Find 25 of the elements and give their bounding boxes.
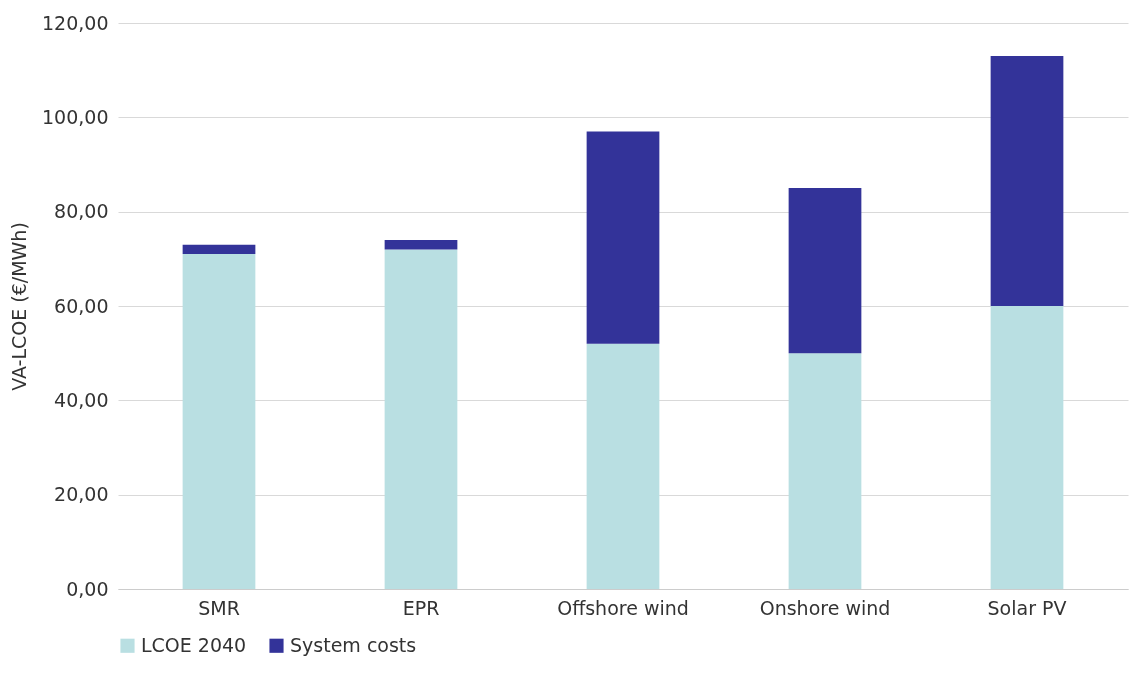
bar: [384, 249, 458, 589]
y-tick-label: 20,00: [54, 483, 109, 506]
x-tick-label: Solar PV: [987, 596, 1067, 619]
x-tick-label: Onshore wind: [759, 596, 891, 619]
x-tick-label: SMR: [198, 596, 240, 619]
bar: [384, 239, 458, 250]
bar: [586, 343, 660, 589]
y-tick-label: 40,00: [54, 388, 109, 411]
bar: [586, 131, 660, 344]
y-tick-label: 100,00: [42, 105, 109, 128]
y-axis-title: VA-LCOE (€/MWh): [8, 222, 31, 391]
x-tick-label: Offshore wind: [557, 596, 689, 619]
bar: [182, 254, 256, 589]
x-tick-label: EPR: [402, 596, 440, 619]
legend-label: LCOE 2040: [141, 633, 247, 656]
bar: [182, 244, 256, 255]
legend-label: System costs: [290, 633, 417, 656]
bar: [990, 306, 1064, 589]
bar: [788, 353, 862, 589]
bar: [788, 188, 862, 354]
y-tick-label: 0,00: [66, 577, 109, 600]
y-tick-label: 60,00: [54, 294, 109, 317]
y-tick-label: 120,00: [42, 11, 109, 34]
y-tick-label: 80,00: [54, 200, 109, 223]
bar: [990, 56, 1064, 306]
